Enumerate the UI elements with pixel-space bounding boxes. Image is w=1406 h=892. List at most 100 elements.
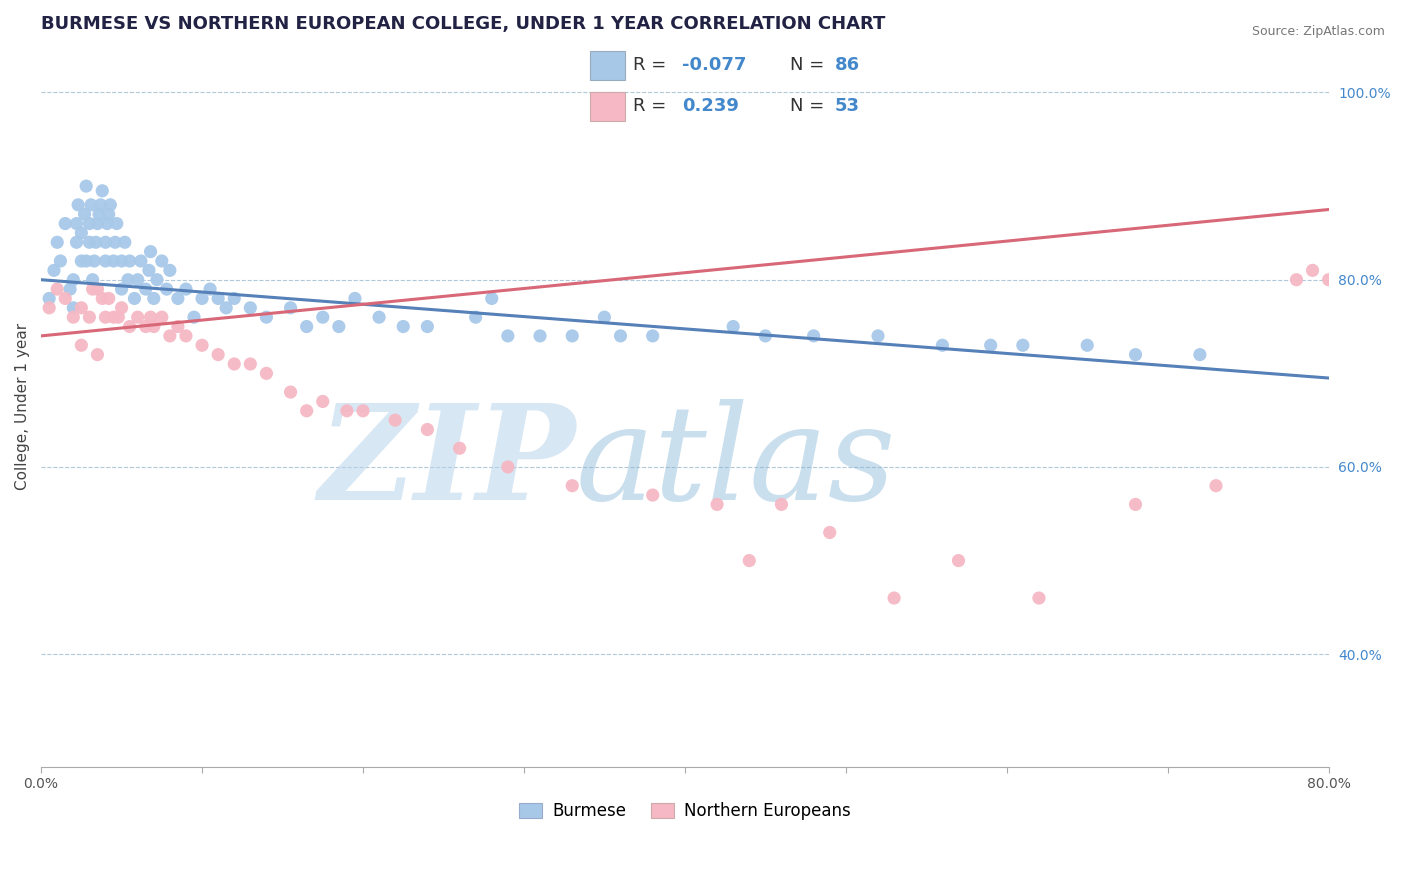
- Point: [110, 282, 132, 296]
- Text: N =: N =: [790, 96, 830, 115]
- Text: 86: 86: [835, 55, 860, 74]
- Point: [124, 292, 146, 306]
- Point: [156, 282, 179, 296]
- Point: [312, 394, 335, 409]
- Point: [105, 217, 128, 231]
- Point: [1011, 338, 1033, 352]
- Point: [42, 263, 65, 277]
- Point: [641, 329, 664, 343]
- Point: [79, 310, 101, 325]
- Point: [82, 282, 104, 296]
- Point: [86, 217, 108, 231]
- Point: [139, 310, 162, 325]
- Point: [1076, 338, 1098, 352]
- Point: [91, 184, 114, 198]
- Point: [62, 301, 84, 315]
- Point: [1285, 273, 1308, 287]
- Point: [224, 357, 246, 371]
- Point: [496, 329, 519, 343]
- Point: [343, 292, 366, 306]
- Point: [174, 282, 197, 296]
- Point: [183, 310, 205, 325]
- Point: [103, 254, 125, 268]
- Point: [198, 282, 221, 296]
- Point: [191, 292, 214, 306]
- Point: [110, 254, 132, 268]
- Point: [295, 404, 318, 418]
- Point: [150, 310, 173, 325]
- Point: [49, 254, 72, 268]
- Point: [384, 413, 406, 427]
- Point: [416, 319, 439, 334]
- Point: [53, 292, 76, 306]
- Point: [167, 292, 190, 306]
- Point: [1188, 348, 1211, 362]
- Point: [97, 207, 120, 221]
- Point: [529, 329, 551, 343]
- Point: [159, 263, 181, 277]
- Point: [46, 282, 69, 296]
- Point: [84, 235, 107, 250]
- Point: [118, 319, 141, 334]
- Point: [931, 338, 953, 352]
- Point: [336, 404, 359, 418]
- Point: [328, 319, 350, 334]
- Point: [191, 338, 214, 352]
- Point: [706, 497, 728, 511]
- Point: [110, 301, 132, 315]
- Point: [86, 348, 108, 362]
- Point: [96, 217, 118, 231]
- Point: [87, 207, 110, 221]
- Point: [207, 292, 229, 306]
- Point: [70, 301, 93, 315]
- Point: [167, 319, 190, 334]
- Point: [75, 254, 97, 268]
- Point: [496, 460, 519, 475]
- Point: [738, 553, 761, 567]
- Text: BURMESE VS NORTHERN EUROPEAN COLLEGE, UNDER 1 YEAR CORRELATION CHART: BURMESE VS NORTHERN EUROPEAN COLLEGE, UN…: [41, 15, 886, 33]
- Point: [138, 263, 160, 277]
- Point: [62, 310, 84, 325]
- Point: [127, 273, 149, 287]
- Point: [481, 292, 503, 306]
- Point: [97, 292, 120, 306]
- Point: [561, 329, 583, 343]
- Text: ZIP: ZIP: [318, 400, 575, 528]
- Point: [449, 442, 471, 456]
- Point: [239, 301, 262, 315]
- Point: [104, 235, 127, 250]
- Point: [114, 235, 136, 250]
- Point: [593, 310, 616, 325]
- Point: [94, 254, 117, 268]
- Point: [38, 292, 60, 306]
- Point: [146, 273, 169, 287]
- Point: [70, 254, 93, 268]
- Point: [280, 385, 302, 400]
- Point: [135, 282, 157, 296]
- Point: [1317, 273, 1340, 287]
- Point: [352, 404, 374, 418]
- Point: [1302, 263, 1324, 277]
- Point: [159, 329, 181, 343]
- Point: [368, 310, 391, 325]
- Point: [94, 310, 117, 325]
- Point: [803, 329, 825, 343]
- Point: [1125, 497, 1147, 511]
- Point: [254, 310, 277, 325]
- FancyBboxPatch shape: [591, 51, 624, 79]
- Point: [82, 273, 104, 287]
- Point: [150, 254, 173, 268]
- Point: [103, 310, 125, 325]
- Point: [312, 310, 335, 325]
- Point: [117, 273, 139, 287]
- Text: atlas: atlas: [575, 400, 896, 528]
- Point: [53, 217, 76, 231]
- Point: [464, 310, 486, 325]
- Point: [207, 348, 229, 362]
- Point: [65, 217, 87, 231]
- Point: [135, 319, 157, 334]
- Point: [129, 254, 152, 268]
- Point: [866, 329, 889, 343]
- Point: [980, 338, 1002, 352]
- Point: [90, 198, 112, 212]
